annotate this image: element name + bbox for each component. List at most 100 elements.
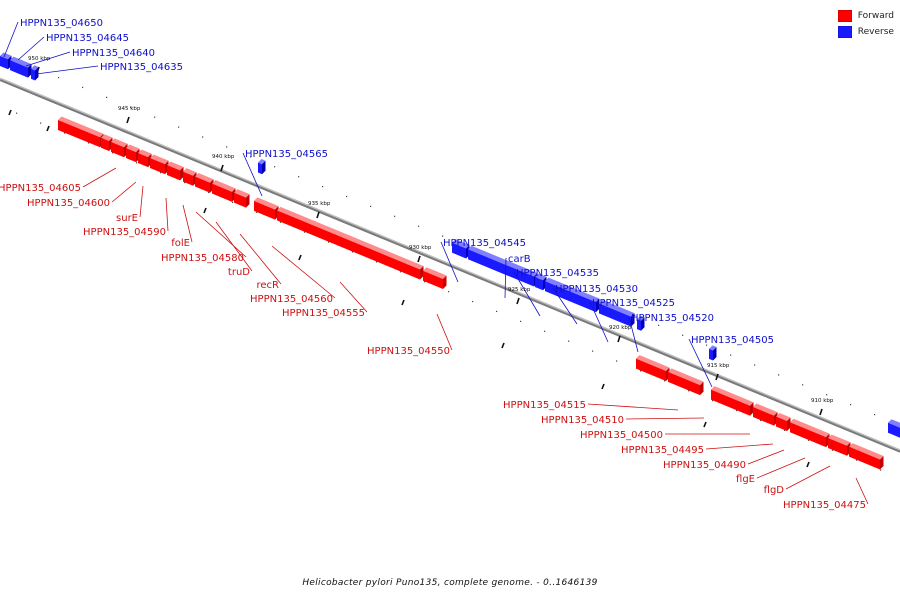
gene-label: HPPN135_04520 <box>631 313 714 324</box>
forward-gene-7-end <box>180 166 184 181</box>
forward-gene-16 <box>668 371 700 396</box>
minor-tick-dot <box>112 152 114 154</box>
major-tick <box>203 207 207 214</box>
minor-tick-dot <box>802 384 804 386</box>
forward-gene-13 <box>277 210 420 280</box>
leader-line <box>756 457 806 479</box>
gene-label: folE <box>171 238 190 249</box>
minor-tick-dot <box>832 449 834 451</box>
reverse-gene-11-top <box>709 345 717 351</box>
minor-tick-dot <box>826 394 828 396</box>
minor-tick-dot <box>82 86 84 89</box>
reverse-gene-12 <box>888 422 900 438</box>
leader-line <box>182 204 193 243</box>
minor-tick-dot <box>616 360 618 362</box>
map-caption: Helicobacter pylori Puno135, complete ge… <box>302 578 598 588</box>
gene-label: HPPN135_04600 <box>27 198 110 209</box>
gene-label: HPPN135_04545 <box>443 238 526 249</box>
minor-tick-dot <box>706 344 708 346</box>
gene-label: HPPN135_04645 <box>46 33 129 44</box>
forward-gene-21 <box>828 437 847 456</box>
minor-tick-dot <box>472 300 474 303</box>
leader-line <box>165 197 169 232</box>
gene-label: HPPN135_04550 <box>367 346 450 357</box>
reverse-gene-1-top <box>0 52 12 60</box>
minor-tick-dot <box>232 201 234 204</box>
forward-gene-22 <box>849 446 880 470</box>
minor-tick-dot <box>16 112 18 114</box>
major-tick <box>806 461 810 468</box>
leader-line <box>552 287 578 325</box>
minor-tick-dot <box>226 146 228 148</box>
tick-label: 915 kbp <box>707 363 730 369</box>
forward-gene-10 <box>212 183 232 202</box>
leader-line <box>436 313 453 351</box>
minor-tick-dot <box>250 156 252 158</box>
tick-label: 935 kbp <box>308 201 331 207</box>
gene-label: HPPN135_04515 <box>503 400 586 411</box>
leader-line <box>440 241 459 283</box>
forward-gene-8 <box>183 171 193 186</box>
minor-tick-dot <box>394 215 396 217</box>
reverse-gene-5-top <box>452 239 470 249</box>
minor-tick-dot <box>208 191 210 194</box>
leader-line <box>17 36 45 61</box>
leader-line <box>239 233 282 285</box>
minor-tick-dot <box>418 225 420 227</box>
forward-gene-9 <box>195 176 210 193</box>
minor-tick-dot <box>736 409 738 412</box>
gene-label: HPPN135_04495 <box>621 445 704 456</box>
gene-label: HPPN135_04505 <box>691 335 774 346</box>
major-tick <box>617 335 621 343</box>
gene-label: carB <box>508 254 531 265</box>
gene-label: HPPN135_04650 <box>20 18 103 29</box>
reverse-gene-12-top <box>888 419 900 428</box>
tick-label: 940 kbp <box>212 154 235 160</box>
leader-line <box>855 477 869 505</box>
minor-tick-dot <box>856 459 858 461</box>
minor-tick-dot <box>58 76 60 79</box>
forward-gene-9-top <box>195 173 214 183</box>
minor-tick-dot <box>370 205 372 208</box>
reverse-gene-10 <box>637 319 641 331</box>
major-tick <box>8 109 12 116</box>
minor-tick-dot <box>754 364 756 366</box>
forward-gene-21-top <box>828 434 851 446</box>
tick-label: 945 kbp <box>118 106 141 112</box>
leader-line <box>625 417 705 420</box>
leader-line <box>628 316 639 353</box>
minor-tick-dot <box>160 172 162 174</box>
leader-line <box>215 221 253 272</box>
forward-gene-10-top <box>212 180 236 192</box>
major-tick <box>46 125 50 132</box>
minor-tick-dot <box>496 310 498 313</box>
forward-gene-19-top <box>776 412 791 422</box>
leader-line <box>785 465 831 490</box>
forward-gene-2-top <box>101 134 113 142</box>
forward-gene-14-top <box>423 267 447 279</box>
forward-gene-7 <box>167 164 180 181</box>
leader-line <box>82 167 117 188</box>
reverse-gene-3-top <box>31 65 39 71</box>
reverse-gene-1 <box>0 56 8 70</box>
reverse-gene-11-end <box>713 346 717 361</box>
reverse-gene-4-end <box>262 160 266 175</box>
minor-tick-dot <box>304 231 306 233</box>
reverse-gene-3 <box>31 68 35 81</box>
minor-tick-dot <box>682 334 684 336</box>
forward-gene-12 <box>254 200 275 220</box>
minor-tick-dot <box>730 354 732 356</box>
minor-tick-dot <box>544 330 546 332</box>
reverse-gene-9-end <box>631 313 635 327</box>
minor-tick-dot <box>40 122 42 124</box>
major-tick <box>601 383 605 390</box>
forward-gene-11-top <box>234 189 250 198</box>
minor-tick-dot <box>154 116 156 118</box>
forward-gene-17-top <box>711 386 754 406</box>
minor-tick-dot <box>424 281 426 283</box>
minor-tick-dot <box>778 374 780 376</box>
reverse-gene-2 <box>10 60 28 78</box>
minor-tick-dot <box>880 469 882 471</box>
forward-gene-20 <box>790 422 826 448</box>
